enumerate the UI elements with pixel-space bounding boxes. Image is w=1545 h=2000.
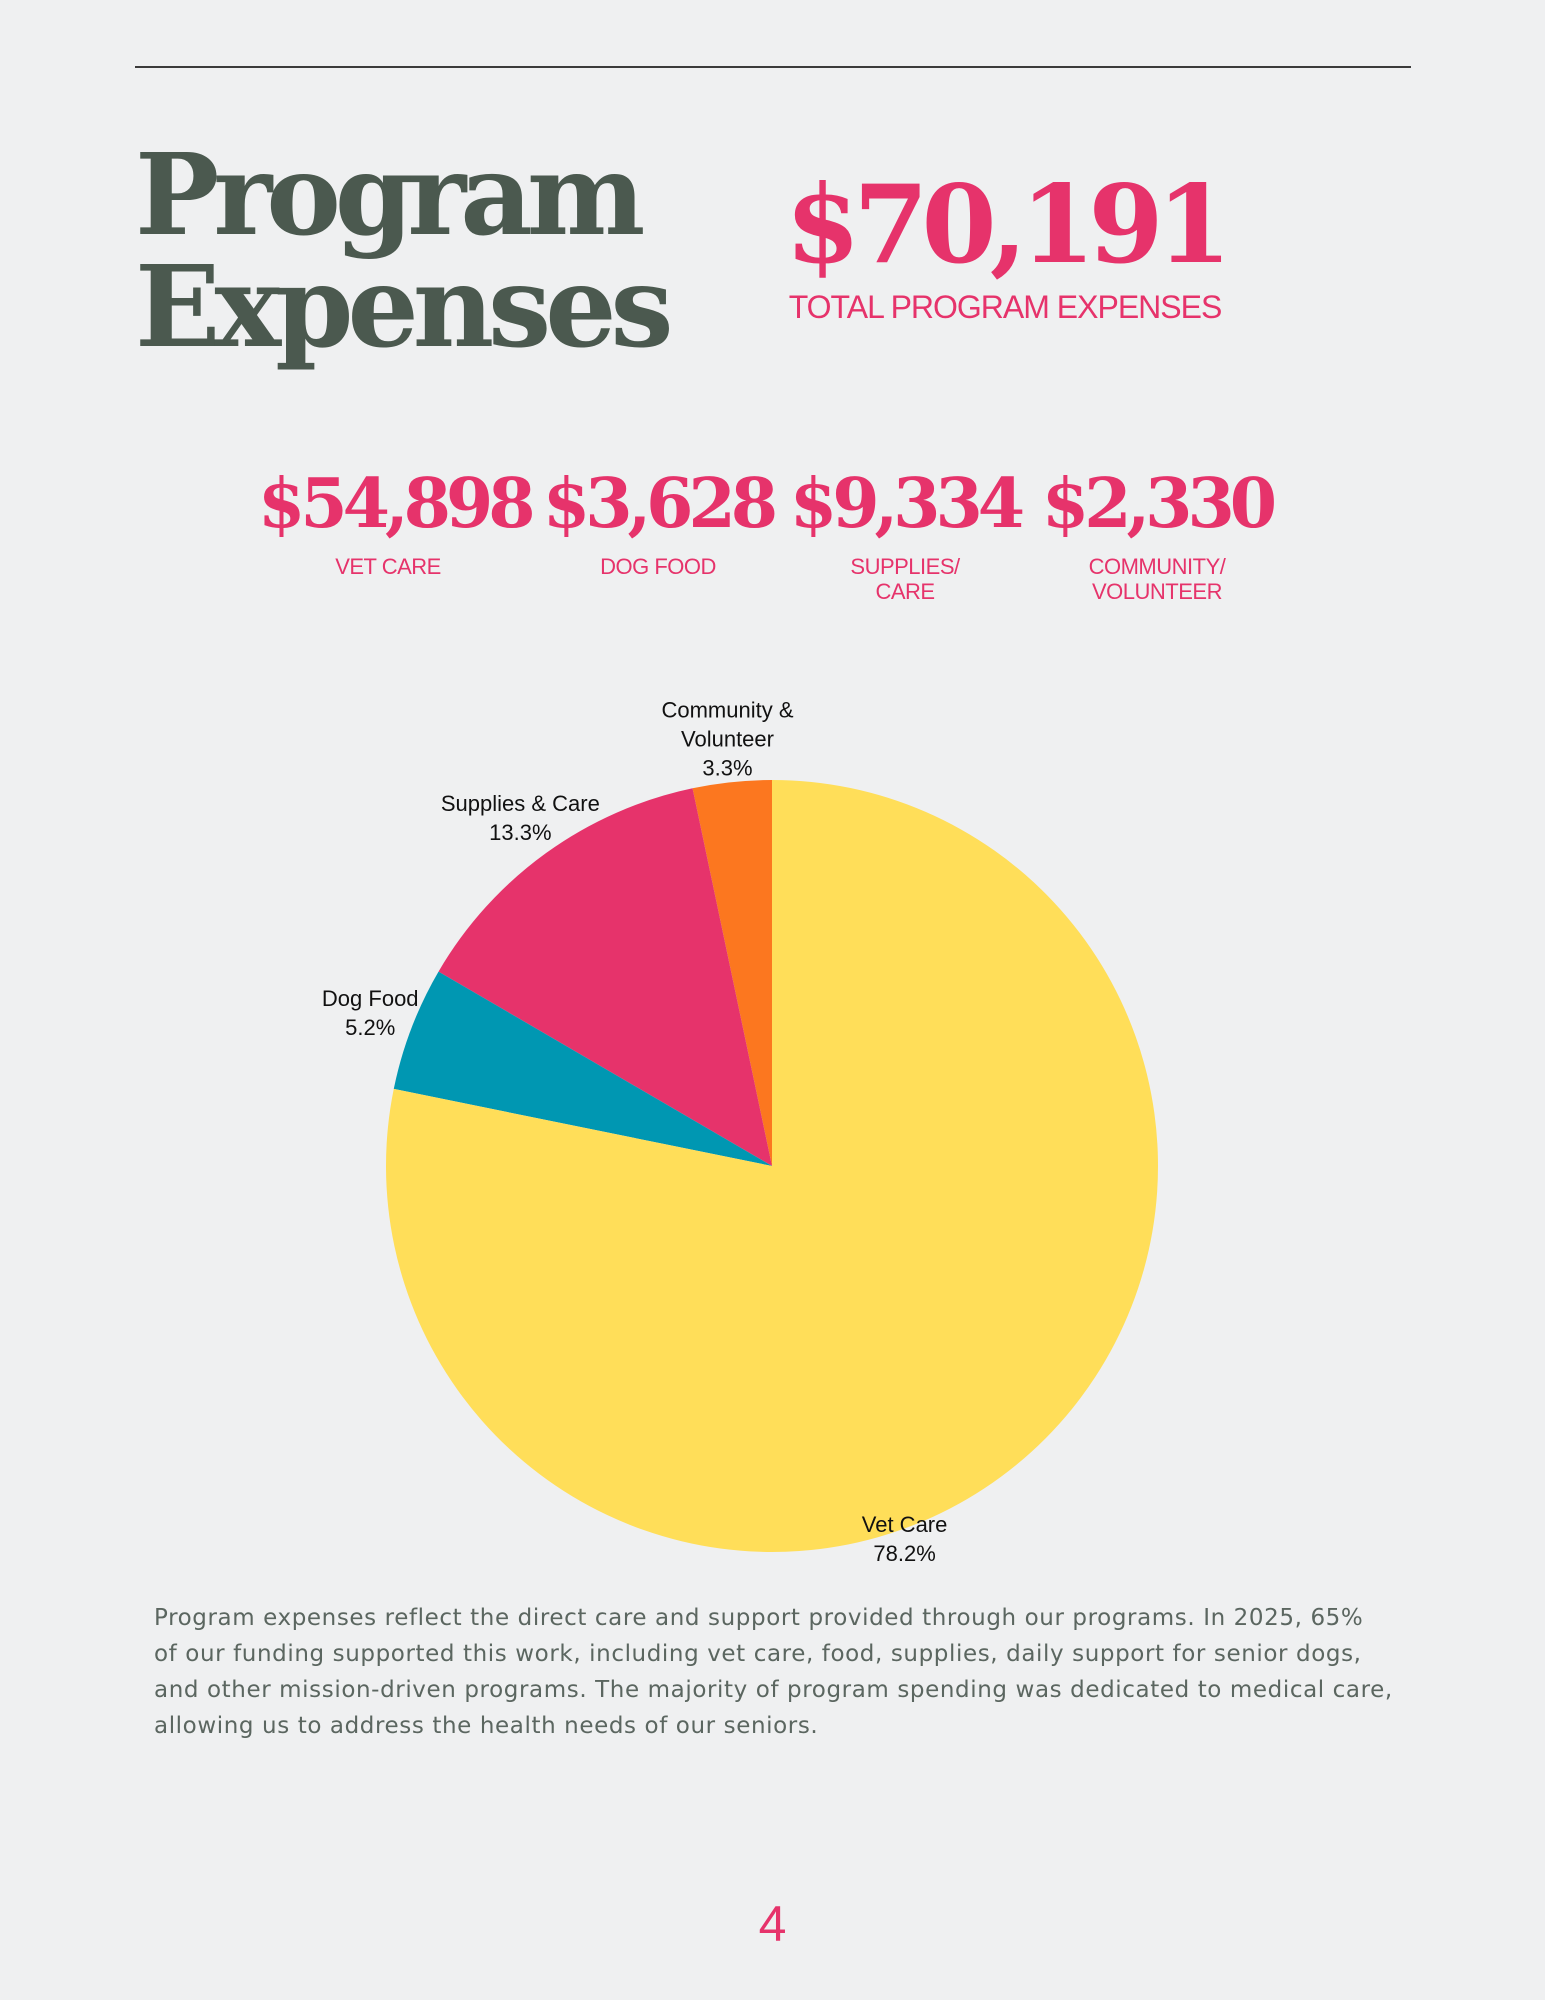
pie-label: Dog Food 5.2% [322,986,419,1040]
pie-label-name: Community & [661,697,793,722]
stat-supplies-care: $9,334 SUPPLIES/ CARE [775,460,1035,604]
stat-label: COMMUNITY/ VOLUNTEER [1088,554,1226,604]
pie-label-name: Dog Food [322,986,419,1011]
page-number: 4 [758,1896,787,1952]
stat-value: $54,898 [258,464,536,544]
page-title-line2: Expenses [135,242,674,373]
stat-vet-care: $54,898 VET CARE [258,460,536,579]
body-paragraph: Program expenses reflect the direct care… [154,1605,1393,1739]
pie-slice-community-volunteer [692,780,772,1166]
total-expenses-label: TOTAL PROGRAM EXPENSES [788,289,1223,325]
pie-label-name: Volunteer [681,726,774,751]
pie-label: Community & Volunteer 3.3% [661,697,793,780]
pie-label-name: Supplies & Care [441,791,600,816]
pie-slice-vet-care [386,780,1159,1552]
stat-value: $2,330 [1041,464,1277,544]
expense-pie-chart: Community & Volunteer 3.3% Supplies & Care 1… [322,697,1159,1566]
pie-label-name: Vet Care [862,1512,948,1537]
top-rule [135,66,1411,68]
stat-value: $3,628 [542,464,778,544]
pie-label-percent: 13.3% [489,820,551,845]
page-title: Program Expenses [135,140,755,364]
pie-label: Supplies & Care 13.3% [441,791,600,845]
pie-slice-dog-food [393,971,772,1166]
stat-community-volunteer: $2,330 COMMUNITY/ VOLUNTEER [1027,460,1287,604]
total-expenses: $70,191 TOTAL PROGRAM EXPENSES [770,165,1240,326]
total-expenses-value: $70,191 [785,162,1231,288]
stat-label: VET CARE [335,554,441,579]
pie-label-percent: 78.2% [873,1541,935,1566]
stat-dog-food: $3,628 DOG FOOD [528,460,788,579]
pie-slice-supplies-care [438,788,772,1166]
stat-label: DOG FOOD [600,554,716,579]
pie-label-percent: 5.2% [345,1015,395,1040]
page-title-line1: Program [135,130,645,261]
stat-value: $9,334 [789,464,1025,544]
pie-label-percent: 3.3% [702,755,752,780]
pie-label: Vet Care 78.2% [862,1512,948,1566]
stat-label: SUPPLIES/ CARE [850,554,960,604]
